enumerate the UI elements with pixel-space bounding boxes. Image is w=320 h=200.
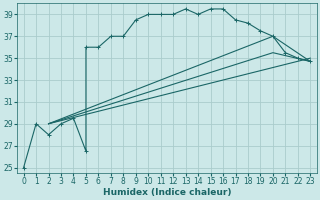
X-axis label: Humidex (Indice chaleur): Humidex (Indice chaleur)	[103, 188, 231, 197]
